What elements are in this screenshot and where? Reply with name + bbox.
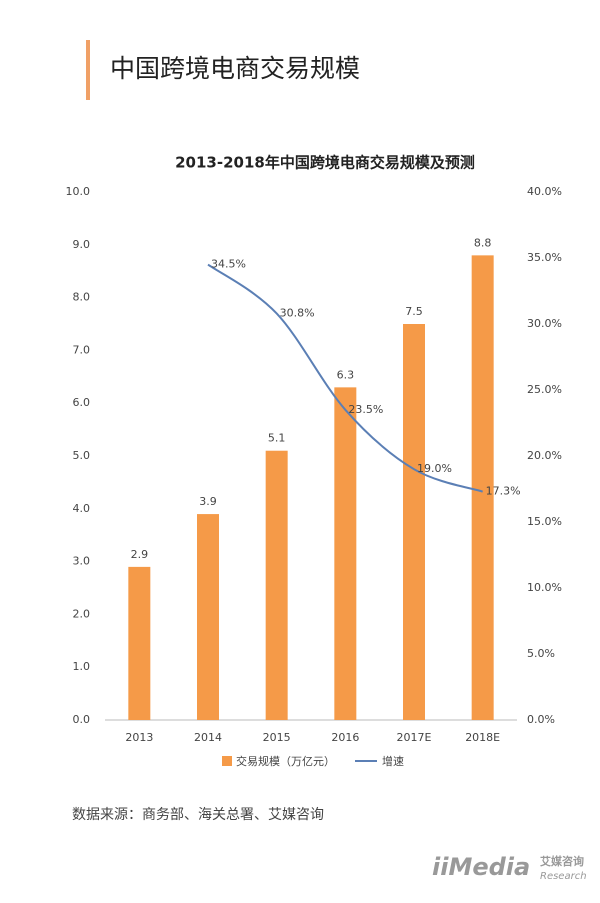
legend-label: 增速: [382, 754, 404, 768]
logo-en: Research: [540, 871, 587, 882]
x-tick-label: 2013: [125, 731, 153, 744]
bar-label: 8.8: [474, 236, 492, 249]
y-tick-label: 9.0: [73, 238, 91, 251]
y2-tick-label: 35.0%: [527, 251, 562, 264]
y2-tick-label: 40.0%: [527, 185, 562, 198]
line: [207, 263, 483, 493]
logo-brand: iiMedia: [432, 853, 530, 881]
y-tick-label: 2.0: [73, 607, 91, 620]
x-tick-label: 2016: [331, 731, 359, 744]
y2-tick-label: 25.0%: [527, 383, 562, 396]
y2-tick-label: 20.0%: [527, 449, 562, 462]
bar-label: 3.9: [199, 495, 217, 508]
y-tick-label: 6.0: [73, 396, 91, 409]
bar: [471, 255, 494, 721]
y-tick-label: 3.0: [73, 555, 91, 568]
bar-label: 6.3: [337, 368, 355, 381]
header-title: 中国跨境电商交易规模: [110, 54, 360, 83]
bar-label: 7.5: [405, 305, 423, 318]
y-tick-label: 5.0: [73, 449, 91, 462]
line-label: 19.0%: [417, 462, 452, 475]
accent-bar: [86, 40, 90, 100]
bar: [334, 387, 357, 720]
y-tick-label: 4.0: [73, 502, 91, 515]
line-label: 17.3%: [486, 485, 521, 498]
bar: [128, 566, 151, 720]
line-label: 23.5%: [348, 403, 383, 416]
y2-tick-label: 15.0%: [527, 515, 562, 528]
bar-label: 5.1: [268, 432, 286, 445]
y-tick-label: 1.0: [73, 660, 91, 673]
x-tick-label: 2015: [263, 731, 291, 744]
bar-label: 2.9: [131, 548, 149, 561]
y2-tick-label: 0.0%: [527, 713, 555, 726]
bar: [403, 324, 425, 720]
x-tick-label: 2018E: [465, 731, 500, 744]
y2-tick-label: 5.0%: [527, 647, 555, 660]
y-tick-label: 0.0: [73, 713, 91, 726]
line-label: 34.5%: [211, 258, 246, 271]
y-tick-label: 10.0: [66, 185, 91, 198]
logo-cn: 艾媒咨询: [540, 854, 584, 868]
legend-swatch: [222, 756, 232, 766]
legend-label: 交易规模（万亿元）: [236, 754, 335, 768]
bar: [197, 514, 219, 720]
y-tick-label: 8.0: [73, 291, 91, 304]
x-tick-label: 2014: [194, 731, 222, 744]
x-tick-label: 2017E: [397, 731, 432, 744]
bar: [265, 450, 288, 720]
chart-title: 2013-2018年中国跨境电商交易规模及预测: [175, 154, 475, 172]
y2-tick-label: 10.0%: [527, 581, 562, 594]
y-tick-label: 7.0: [73, 343, 91, 356]
y2-tick-label: 30.0%: [527, 317, 562, 330]
line-label: 30.8%: [280, 306, 315, 319]
source: 数据来源：商务部、海关总署、艾媒咨询: [72, 807, 324, 823]
